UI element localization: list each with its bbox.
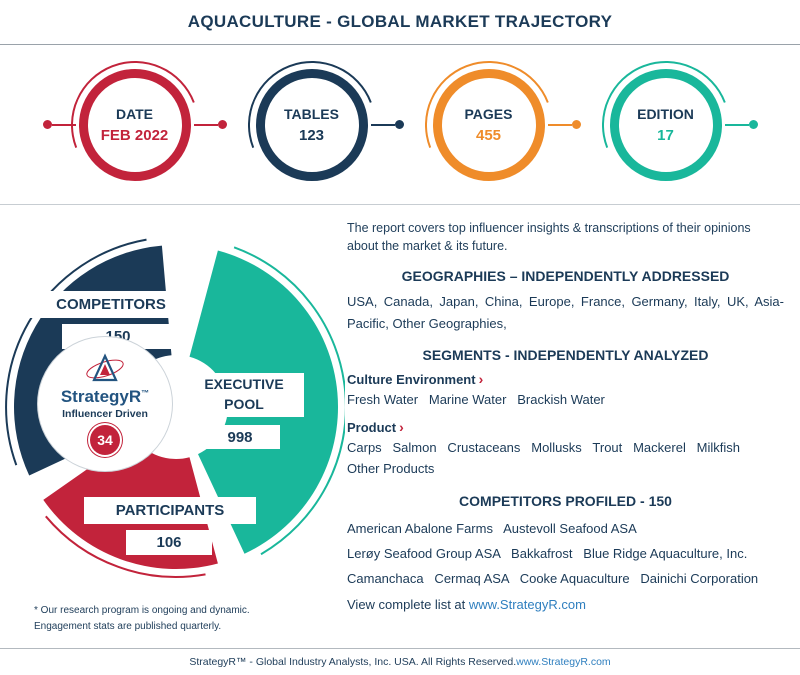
footnote-line-2: Engagement stats are published quarterly…: [34, 620, 222, 632]
connector-line: [370, 123, 395, 126]
stat-pages: PAGES 455: [432, 68, 545, 181]
participants-label: PARTICIPANTS: [84, 497, 256, 524]
segments-heading: SEGMENTS - INDEPENDENTLY ANALYZED: [422, 347, 709, 364]
stat-value: 123: [298, 126, 325, 144]
page-title: AQUACULTURE - GLOBAL MARKET TRAJECTORY: [187, 12, 613, 31]
connector-line: [51, 123, 76, 126]
chevron-right-icon: ›: [399, 418, 404, 435]
stat-tables: TABLES 123: [255, 68, 368, 181]
stat-value: 455: [475, 126, 502, 144]
connector-dot: [394, 120, 404, 129]
research-footnote: * Our research program is ongoing and dy…: [34, 603, 250, 634]
chevron-right-icon: ›: [478, 371, 484, 388]
connector-dot: [571, 120, 581, 129]
executive-pool-value: 998: [200, 425, 280, 449]
connector-dot: [748, 120, 758, 129]
engagement-chart-panel: COMPETITORS 150 EXECUTIVE POOL 998 PARTI…: [0, 205, 345, 648]
footer: StrategyR™ - Global Industry Analysts, I…: [0, 648, 800, 675]
competitor-line: American Abalone Farms Austevoll Seafood…: [347, 520, 637, 536]
stat-label: PAGES: [464, 105, 513, 122]
stats-row: DATE FEB 2022 TABLES 123 PAGES 455 EDITI…: [0, 45, 800, 205]
footnote-line-1: * Our research program is ongoing and dy…: [34, 605, 250, 616]
executive-pool-label: EXECUTIVE POOL: [184, 373, 304, 417]
geographies-heading: GEOGRAPHIES – INDEPENDENTLY ADDRESSED: [401, 268, 730, 285]
strategyr-link[interactable]: www.StrategyR.com: [468, 596, 586, 612]
competitor-line: Lerøy Seafood Group ASA Bakkafrost Blue …: [347, 545, 748, 561]
competitors-outer-arc: [5, 238, 147, 466]
view-list-text: View complete list at: [347, 596, 469, 612]
connector-line: [193, 123, 218, 126]
segment-culture-environment: Culture Environment ›: [347, 371, 484, 388]
stat-edition: EDITION 17: [609, 68, 722, 181]
segment-product: Product ›: [347, 418, 404, 435]
report-intro: The report covers top influencer insight…: [347, 221, 751, 254]
anniversary-badge: 34: [90, 425, 120, 455]
culture-environment-items: Fresh Water Marine Water Brackish Water: [347, 392, 605, 408]
participants-outer-arc: [45, 515, 206, 578]
executive-outer-arc: [233, 246, 345, 556]
stat-value: FEB 2022: [100, 126, 169, 144]
competitor-line: Camanchaca Cermaq ASA Cooke Aquaculture …: [347, 571, 759, 587]
stat-date: DATE FEB 2022: [78, 68, 191, 181]
stat-value: 17: [657, 126, 674, 144]
strategyr-logo-icon: [86, 353, 124, 382]
competitors-heading: COMPETITORS PROFILED - 150: [459, 492, 672, 509]
connector-line: [547, 123, 572, 126]
competitors-label: COMPETITORS: [30, 291, 192, 318]
stat-label: EDITION: [637, 105, 694, 122]
header: AQUACULTURE - GLOBAL MARKET TRAJECTORY: [0, 0, 800, 45]
connector-line: [724, 123, 749, 126]
logo-tagline: Influencer Driven: [62, 408, 148, 420]
product-items: Carps Salmon Crustaceans Mollusks Trout …: [347, 439, 741, 476]
connector-dot: [42, 120, 52, 129]
stat-label: TABLES: [284, 105, 339, 122]
view-complete-list: View complete list at www.StrategyR.com: [347, 592, 784, 617]
report-details-panel: The report covers top influencer insight…: [345, 205, 800, 648]
main-content: COMPETITORS 150 EXECUTIVE POOL 998 PARTI…: [0, 205, 800, 648]
footer-text: StrategyR™ - Global Industry Analysts, I…: [189, 656, 517, 668]
participants-value: 106: [126, 530, 212, 555]
stat-label: DATE: [115, 105, 154, 122]
geographies-list: USA, Canada, Japan, China, Europe, Franc…: [347, 294, 784, 331]
footer-link[interactable]: www.StrategyR.com: [516, 656, 611, 668]
connector-dot: [217, 120, 227, 129]
strategyr-logo: StrategyR™ Influencer Driven 34: [38, 337, 172, 471]
logo-wordmark: StrategyR™: [60, 387, 150, 406]
